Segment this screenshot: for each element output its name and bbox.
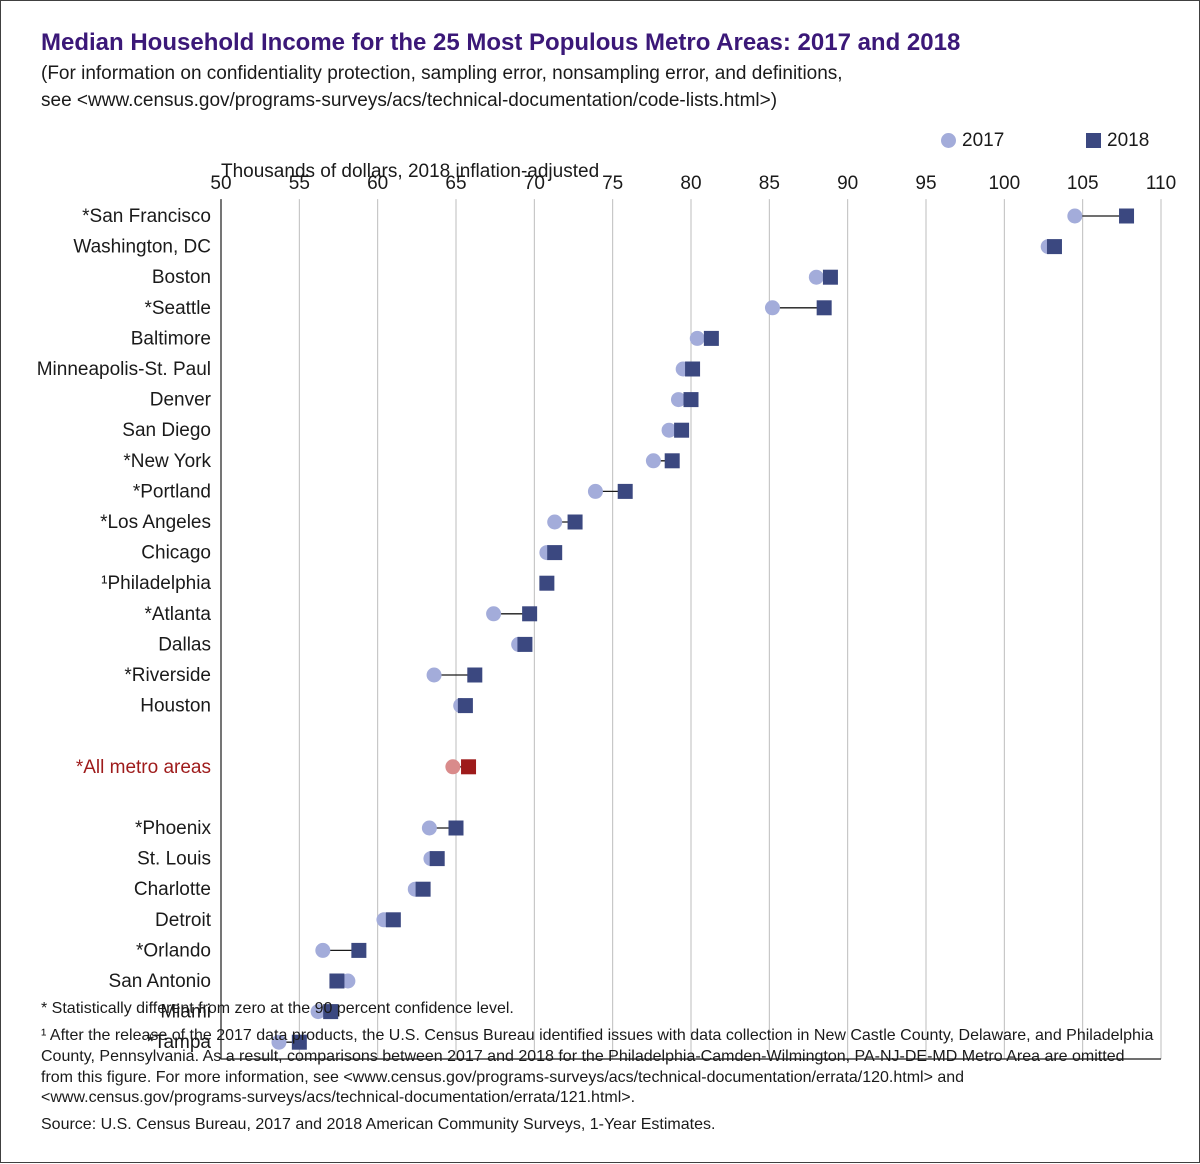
row-label: Denver <box>150 390 212 411</box>
row-label: Washington, DC <box>73 237 211 258</box>
row-label: *Orlando <box>136 940 211 961</box>
marker-2017 <box>445 759 460 774</box>
row-label: St. Louis <box>137 849 211 870</box>
x-tick-label: 65 <box>445 173 466 194</box>
x-tick-label: 75 <box>602 173 623 194</box>
marker-2018 <box>430 851 445 866</box>
marker-2018 <box>539 576 554 591</box>
row-label: *Atlanta <box>144 604 211 625</box>
row-label: *San Francisco <box>82 206 211 227</box>
x-tick-label: 90 <box>837 173 858 194</box>
marker-2018 <box>618 484 633 499</box>
marker-2018 <box>1047 239 1062 254</box>
x-tick-label: 100 <box>988 173 1020 194</box>
marker-2018 <box>458 698 473 713</box>
marker-2017 <box>486 606 501 621</box>
x-tick-label: 95 <box>915 173 936 194</box>
marker-2017 <box>547 515 562 530</box>
row-label: *Seattle <box>144 298 211 319</box>
row-label: *Portland <box>133 481 211 502</box>
marker-2017 <box>315 943 330 958</box>
row-label: *Phoenix <box>135 818 212 839</box>
row-label: Detroit <box>155 910 212 931</box>
x-tick-label: 55 <box>289 173 310 194</box>
row-label: Charlotte <box>134 879 211 900</box>
marker-2017 <box>422 821 437 836</box>
marker-2018 <box>817 300 832 315</box>
x-tick-label: 110 <box>1146 173 1176 194</box>
row-label: *All metro areas <box>76 757 211 778</box>
marker-2018 <box>685 362 700 377</box>
x-tick-label: 60 <box>367 173 388 194</box>
marker-2018 <box>823 270 838 285</box>
marker-2018 <box>329 974 344 989</box>
marker-2017 <box>765 300 780 315</box>
marker-2017 <box>588 484 603 499</box>
chart-frame: Median Household Income for the 25 Most … <box>0 0 1200 1163</box>
marker-2018 <box>704 331 719 346</box>
row-label: *New York <box>123 451 211 472</box>
marker-2018 <box>674 423 689 438</box>
marker-2018 <box>386 912 401 927</box>
row-label: Chicago <box>141 543 211 564</box>
marker-2017 <box>427 668 442 683</box>
footnote-star: * Statistically different from zero at t… <box>41 999 1159 1020</box>
marker-2018 <box>467 668 482 683</box>
footnote-source: Source: U.S. Census Bureau, 2017 and 201… <box>41 1115 1159 1136</box>
marker-2017 <box>809 270 824 285</box>
row-label: Boston <box>152 267 211 288</box>
row-label: Dallas <box>158 634 211 655</box>
x-tick-label: 105 <box>1067 173 1099 194</box>
marker-2018 <box>461 759 476 774</box>
marker-2018 <box>665 453 680 468</box>
row-label: *Los Angeles <box>100 512 211 533</box>
row-label: Houston <box>140 696 211 717</box>
row-label: ¹Philadelphia <box>101 573 211 594</box>
marker-2017 <box>690 331 705 346</box>
marker-2018 <box>351 943 366 958</box>
row-label: Minneapolis-St. Paul <box>37 359 211 380</box>
row-label: Baltimore <box>131 328 211 349</box>
row-label: *Riverside <box>124 665 211 686</box>
footnote-one: ¹ After the release of the 2017 data pro… <box>41 1026 1159 1109</box>
marker-2018 <box>449 821 464 836</box>
marker-2018 <box>416 882 431 897</box>
x-tick-label: 50 <box>210 173 231 194</box>
marker-2018 <box>684 392 699 407</box>
marker-2018 <box>522 606 537 621</box>
marker-2018 <box>517 637 532 652</box>
marker-2018 <box>547 545 562 560</box>
marker-2017 <box>1067 209 1082 224</box>
marker-2018 <box>1119 209 1134 224</box>
x-tick-label: 85 <box>759 173 780 194</box>
footnotes: * Statistically different from zero at t… <box>41 999 1159 1142</box>
dot-plot-chart: 50 55 60 65 70 75 80 85 90 95 100 105 110 *San Franci… <box>1 1 1200 1164</box>
row-label: San Diego <box>122 420 211 441</box>
x-tick-label: 80 <box>680 173 701 194</box>
marker-2018 <box>568 515 583 530</box>
x-tick-label: 70 <box>524 173 545 194</box>
marker-2017 <box>646 453 661 468</box>
row-label: San Antonio <box>109 971 211 992</box>
